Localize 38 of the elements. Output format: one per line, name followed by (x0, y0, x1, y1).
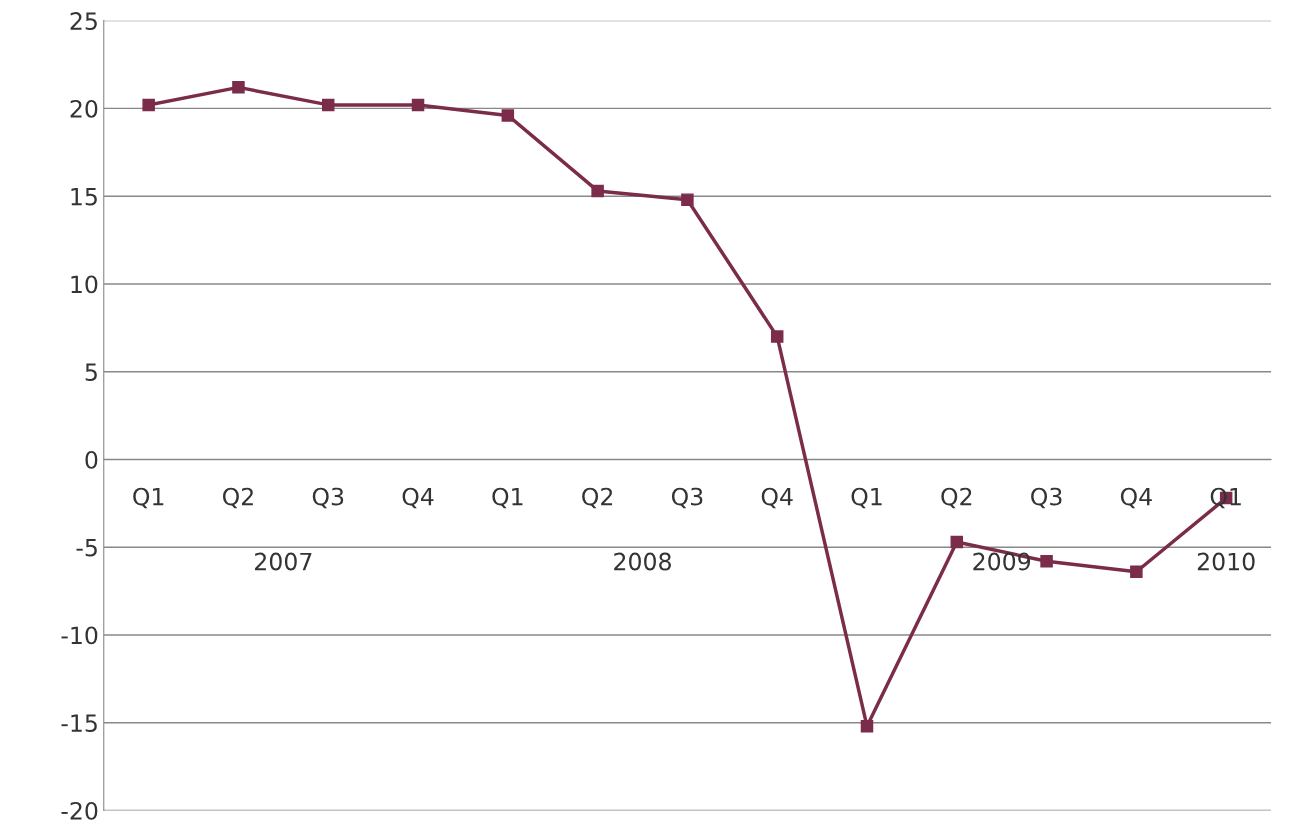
y-tick-label: 15 (71, 187, 97, 206)
point (681, 193, 694, 206)
x-tick-label: Q1 (492, 487, 523, 509)
point (1040, 554, 1053, 568)
x-tick-label: Q3 (312, 487, 344, 509)
point (232, 81, 245, 94)
annotation: 2007 (255, 552, 312, 571)
annotation: 2009 (973, 552, 1031, 571)
x-tick-label: Q4 (402, 487, 434, 509)
y-tick-label: -20 (61, 801, 98, 820)
x-tick-label: Q3 (1031, 487, 1062, 509)
y-tick-label: 5 (85, 363, 97, 381)
x-tick-label: Q1 (851, 487, 882, 509)
annotation: 2010 (1197, 552, 1255, 571)
point (142, 98, 155, 112)
y-tick-label: 0 (85, 450, 98, 469)
point (860, 719, 874, 733)
point (770, 330, 784, 343)
x-tick-label: Q4 (1120, 487, 1152, 509)
x-tick-label: Q2 (222, 487, 253, 509)
point (411, 98, 425, 112)
point (1130, 565, 1143, 579)
point (950, 535, 964, 549)
point (501, 109, 515, 122)
annotation: 2008 (614, 552, 671, 571)
x-tick-label: Q2 (582, 487, 613, 509)
x-tick-label: Q4 (761, 487, 793, 509)
y-tick-label: 10 (71, 275, 98, 294)
x-tick-label: Q2 (941, 487, 972, 509)
x-tick-label: Q3 (671, 487, 703, 509)
x-tick-label: Q1 (133, 487, 164, 509)
point (591, 184, 604, 198)
point (321, 98, 335, 112)
y-tick-label: 20 (70, 99, 98, 118)
y-tick-label: -10 (61, 626, 98, 645)
y-tick-label: -15 (61, 714, 97, 733)
y-tick-label: 25 (70, 12, 97, 30)
y-tick-label: -5 (76, 538, 97, 557)
